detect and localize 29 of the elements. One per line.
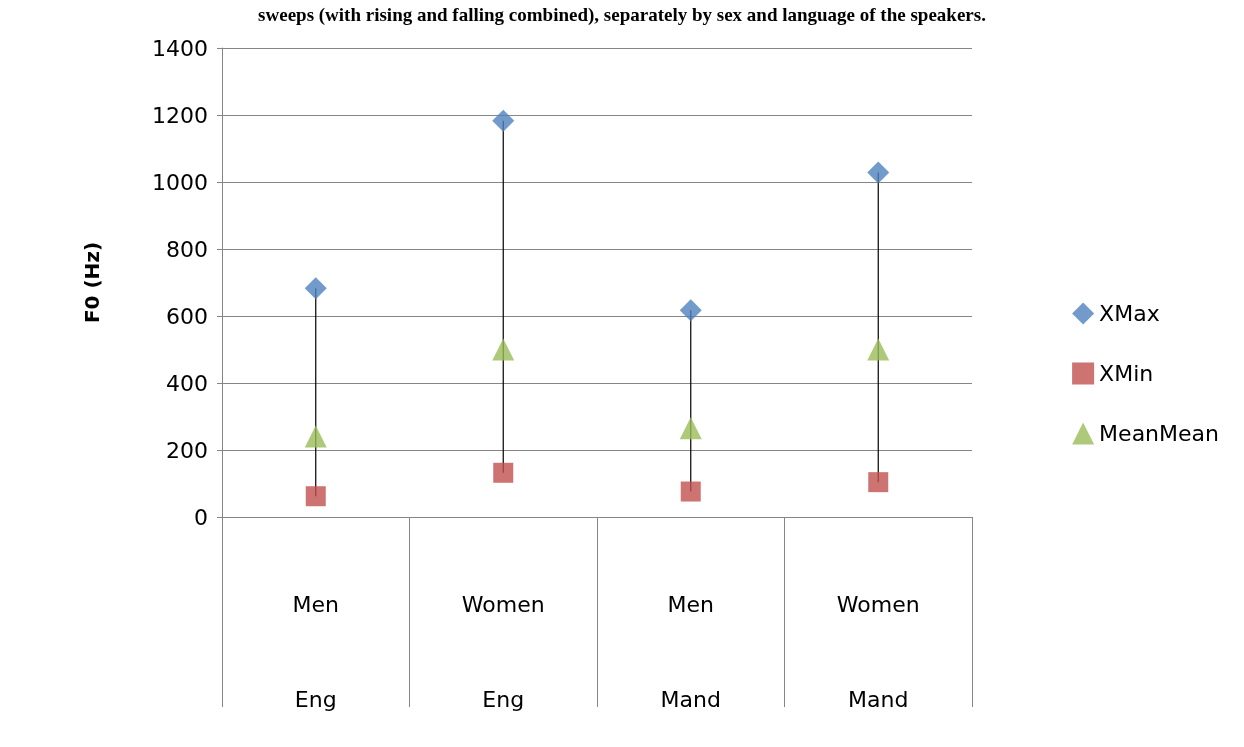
- category-label: Women Eng: [461, 592, 545, 712]
- point: [304, 277, 327, 300]
- point: [304, 425, 327, 448]
- point: [492, 109, 515, 132]
- category-label: Men Mand: [660, 592, 721, 712]
- y-tick-label: 800: [166, 236, 208, 262]
- point: [867, 161, 890, 184]
- legend-label: MeanMean: [1099, 421, 1220, 446]
- point: [680, 481, 701, 502]
- point: [305, 486, 326, 507]
- legend-label: XMin: [1099, 361, 1154, 386]
- legend-label: XMax: [1099, 301, 1160, 326]
- point: [492, 338, 515, 361]
- point: [867, 338, 890, 361]
- y-tick-label: 400: [166, 370, 208, 396]
- category-label: Women Mand: [836, 592, 920, 712]
- point: [493, 462, 514, 483]
- chart-title: sweeps (with rising and falling combined), separately by sex and language of the speakers.: [258, 4, 986, 26]
- category-label: Men Eng: [292, 592, 339, 712]
- point: [868, 472, 889, 493]
- point: [679, 417, 702, 440]
- y-tick-label: 0: [194, 504, 208, 530]
- y-tick-label: 1000: [152, 169, 208, 195]
- y-axis-title: F0 (Hz): [80, 241, 104, 324]
- y-tick-label: 600: [166, 303, 208, 329]
- y-tick-label: 1400: [152, 35, 208, 61]
- point: [679, 299, 702, 322]
- y-tick-label: 200: [166, 437, 208, 463]
- y-tick-label: 1200: [152, 102, 208, 128]
